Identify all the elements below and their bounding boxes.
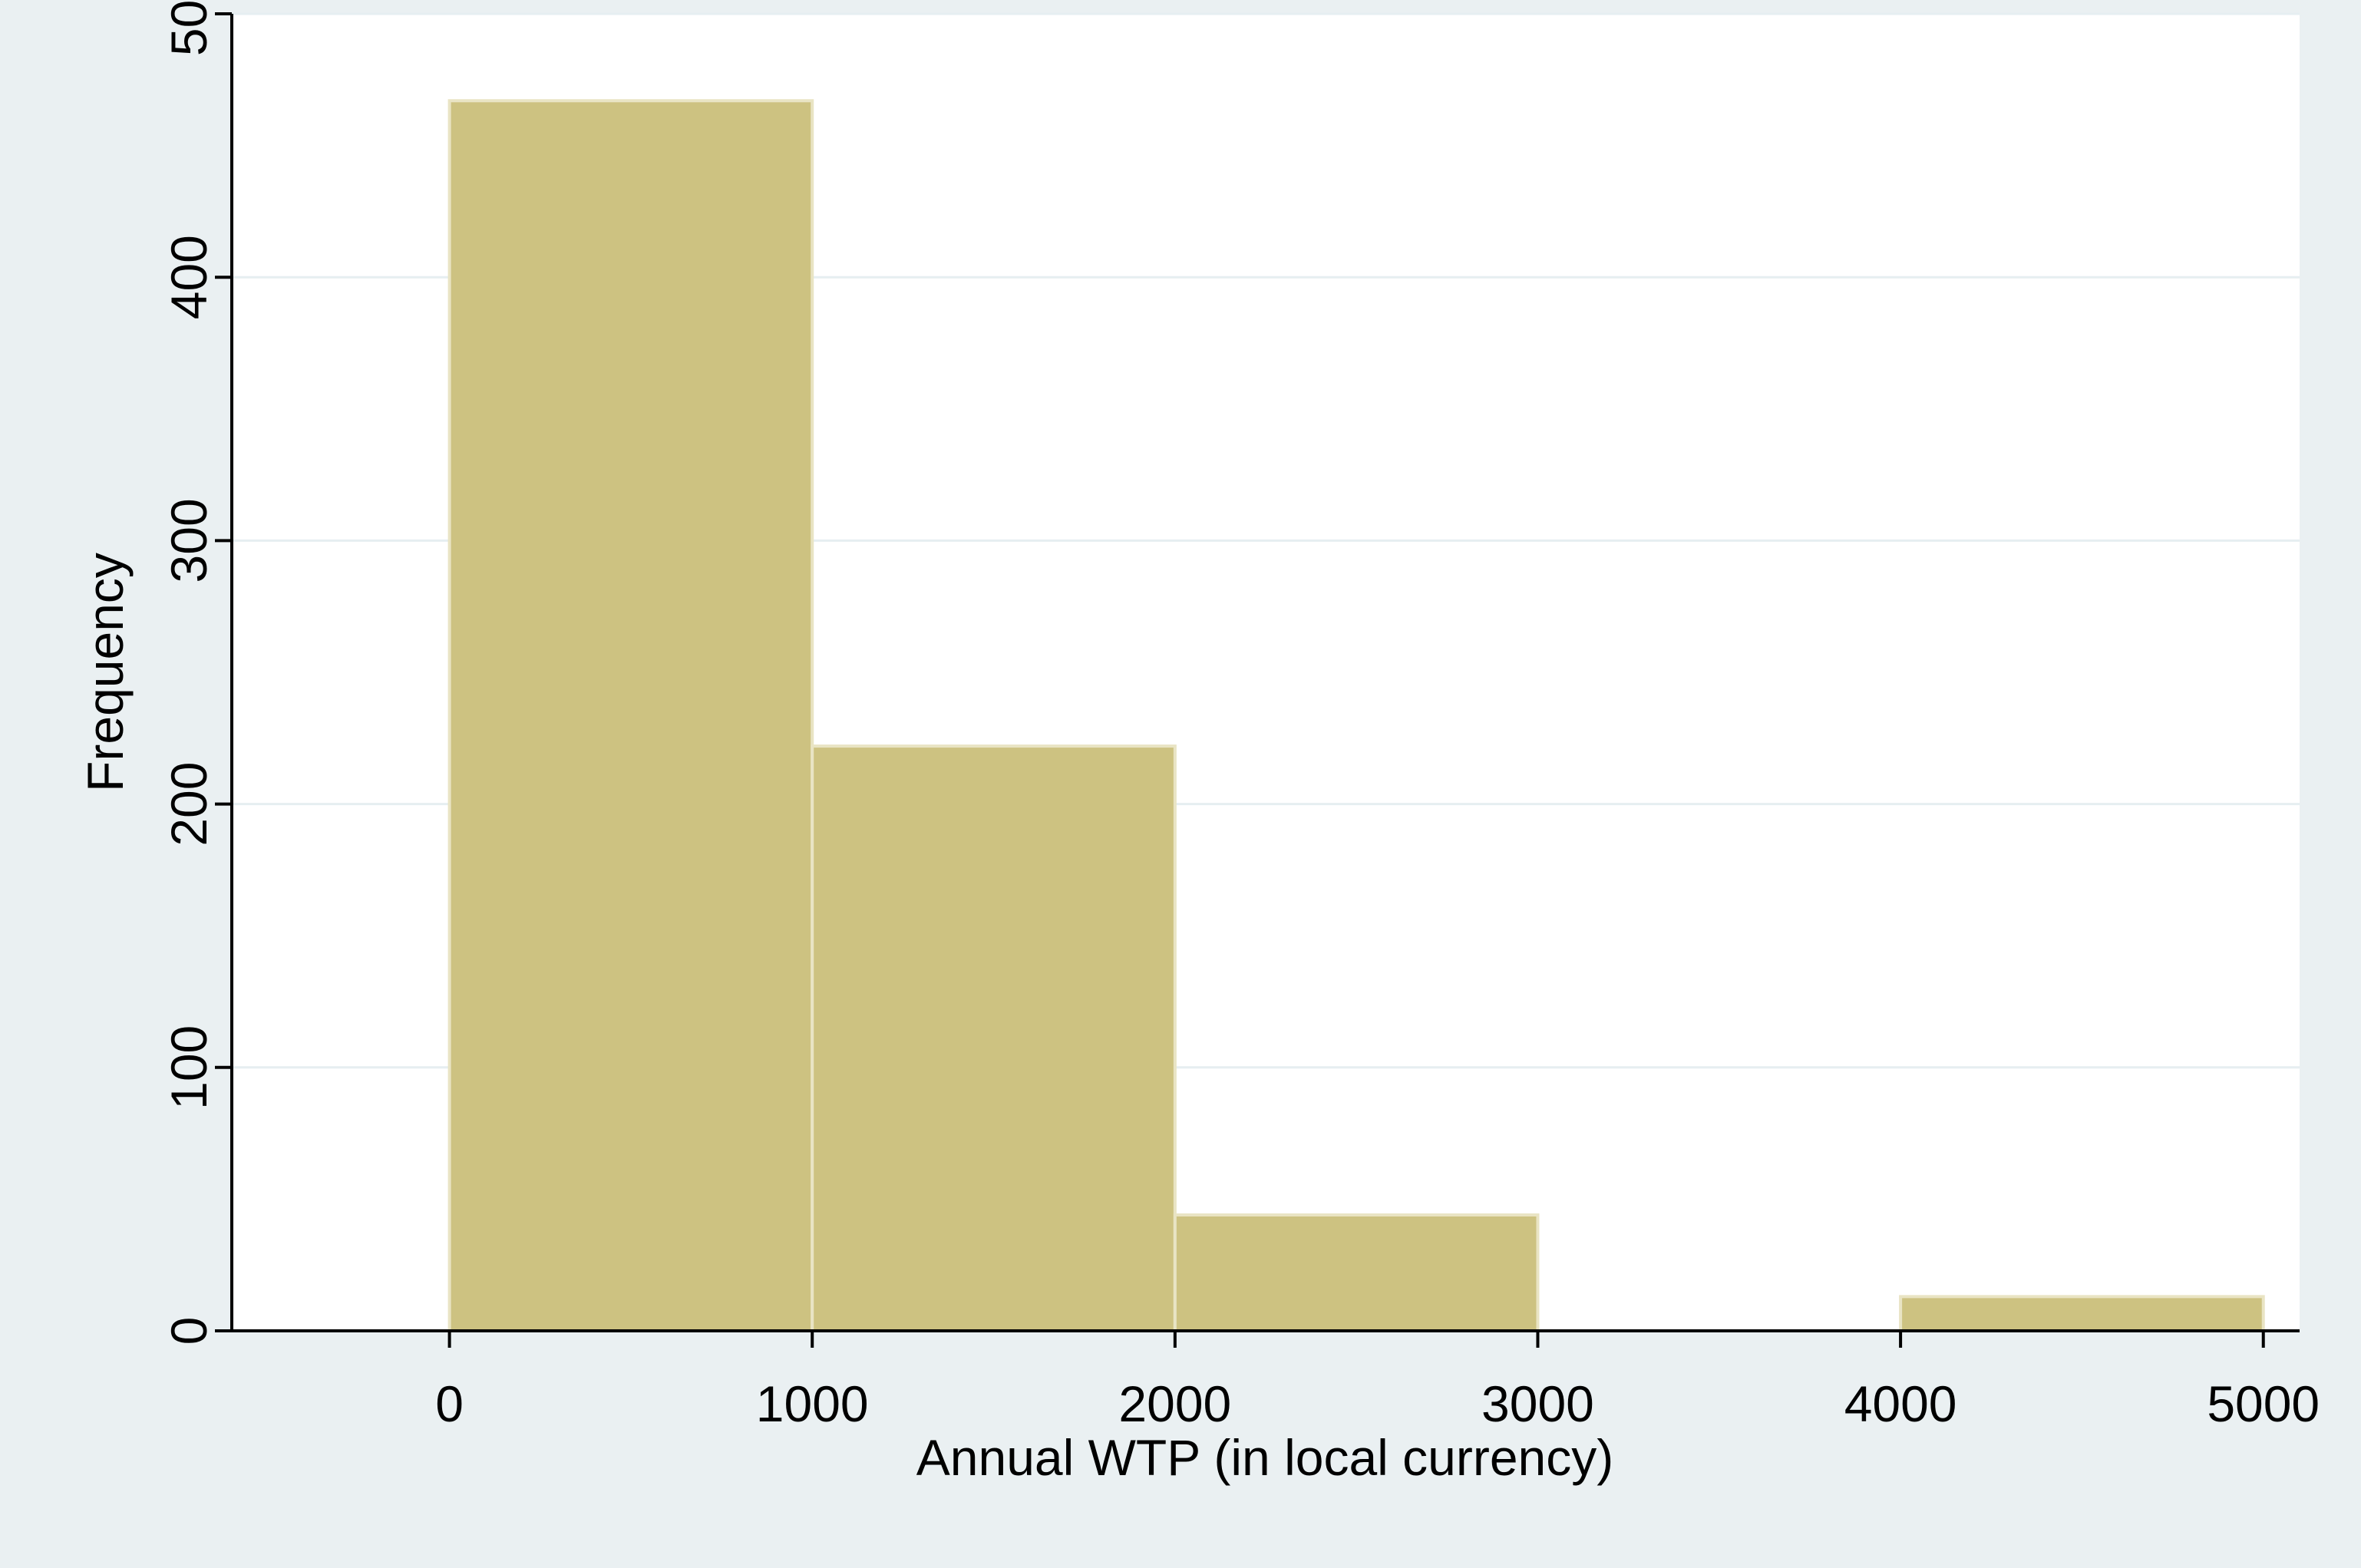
- histogram-bar-2: [1175, 1215, 1538, 1331]
- x-tick-label-5000: 5000: [2207, 1375, 2320, 1432]
- y-tick-label-300: 300: [160, 498, 217, 583]
- x-tick-label-0: 0: [435, 1375, 464, 1432]
- x-tick-label-1000: 1000: [756, 1375, 869, 1432]
- x-tick-label-3000: 3000: [1481, 1375, 1594, 1432]
- y-axis-label: Frequency: [77, 553, 134, 792]
- y-tick-label-200: 200: [160, 762, 217, 847]
- y-axis-ticks: 0 100 200 300 400 500: [160, 0, 232, 1345]
- y-tick-label-400: 400: [160, 235, 217, 319]
- x-axis-label: Annual WTP (in local currency): [916, 1429, 1613, 1486]
- y-tick-label-100: 100: [160, 1025, 217, 1110]
- y-tick-label-500: 500: [160, 0, 217, 56]
- x-tick-label-4000: 4000: [1844, 1375, 1957, 1432]
- y-tick-label-0: 0: [160, 1317, 217, 1345]
- x-axis-ticks: 0 1000 2000 3000 4000 5000: [435, 1331, 2320, 1432]
- x-tick-label-2000: 2000: [1118, 1375, 1231, 1432]
- histogram-bar-4: [1900, 1296, 2264, 1331]
- histogram-bar-1: [812, 746, 1175, 1331]
- histogram-bar-0: [450, 101, 813, 1331]
